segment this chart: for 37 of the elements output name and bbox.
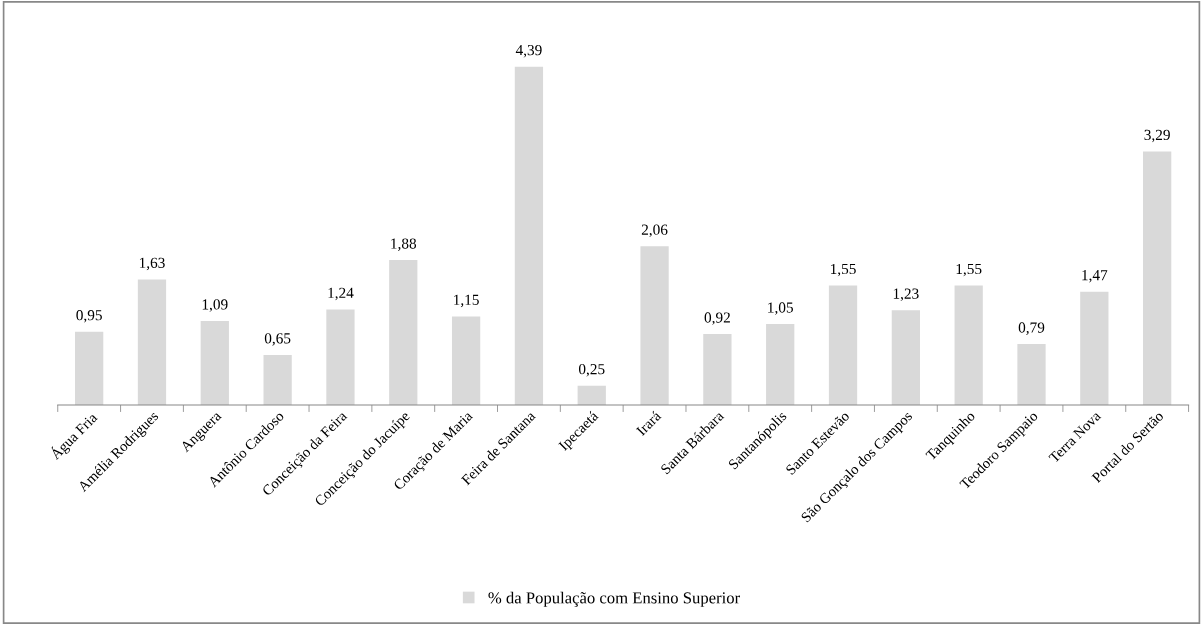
data-label: 0,65 <box>264 333 291 346</box>
legend-label: % da População com Ensino Superior <box>488 591 740 607</box>
bar <box>828 285 858 405</box>
data-label: 4,39 <box>515 44 542 58</box>
data-label: 1,88 <box>391 238 417 251</box>
data-label: 1,55 <box>831 263 856 277</box>
bar <box>703 334 732 405</box>
data-label: 1,23 <box>893 288 919 301</box>
data-label: 3,29 <box>1144 129 1170 143</box>
bar <box>514 66 544 405</box>
bar <box>577 385 606 405</box>
data-label: 2,06 <box>641 224 668 238</box>
data-label: 1,05 <box>768 302 793 315</box>
data-label: 1,09 <box>202 299 228 312</box>
bar <box>389 260 418 405</box>
bar <box>263 354 292 405</box>
bar <box>1017 344 1046 405</box>
bar <box>75 331 104 405</box>
data-label: 1,24 <box>328 287 354 301</box>
bar <box>891 310 920 405</box>
bar <box>451 316 481 405</box>
bar <box>326 309 355 405</box>
bar <box>766 324 795 405</box>
bar <box>137 279 167 405</box>
data-label: 1,55 <box>956 263 982 277</box>
bar <box>640 246 669 405</box>
data-label: 1,47 <box>1082 270 1108 283</box>
data-label: 0,25 <box>578 363 605 377</box>
bar <box>954 285 983 405</box>
data-label: 0,79 <box>1018 322 1045 335</box>
data-label: 0,92 <box>704 312 730 325</box>
data-label: 1,15 <box>454 294 479 308</box>
data-label: 0,95 <box>76 310 102 323</box>
data-label: 1,63 <box>139 257 165 271</box>
bar <box>200 321 229 405</box>
bar <box>1143 151 1172 405</box>
bar <box>1080 291 1109 405</box>
